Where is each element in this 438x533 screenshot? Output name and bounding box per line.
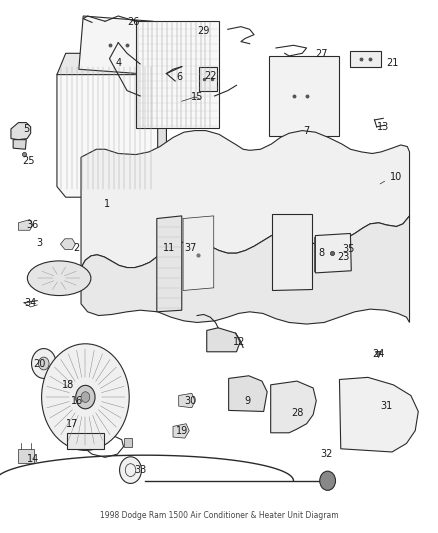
Text: 17: 17	[66, 419, 78, 429]
Text: 28: 28	[292, 408, 304, 418]
Text: 25: 25	[22, 156, 35, 166]
Text: 18: 18	[62, 380, 74, 390]
Polygon shape	[81, 131, 410, 271]
Text: 7: 7	[304, 126, 310, 135]
Polygon shape	[207, 328, 240, 352]
Polygon shape	[183, 216, 214, 290]
Text: 37: 37	[184, 243, 197, 253]
Polygon shape	[158, 64, 166, 197]
Text: 15: 15	[191, 92, 203, 102]
Text: 19: 19	[176, 426, 188, 435]
Polygon shape	[67, 433, 104, 449]
Text: 24: 24	[373, 350, 385, 359]
Text: 34: 34	[25, 298, 37, 308]
Polygon shape	[57, 53, 166, 75]
Text: 13: 13	[377, 122, 389, 132]
Polygon shape	[173, 424, 189, 438]
Text: 33: 33	[134, 465, 146, 475]
Polygon shape	[60, 239, 75, 249]
Circle shape	[42, 344, 129, 450]
Text: 9: 9	[244, 396, 251, 406]
Polygon shape	[383, 160, 399, 188]
Polygon shape	[179, 393, 195, 408]
Text: 1: 1	[104, 199, 110, 208]
Text: 31: 31	[380, 401, 392, 411]
Ellipse shape	[383, 185, 399, 190]
Text: 23: 23	[338, 252, 350, 262]
Polygon shape	[157, 216, 182, 312]
Text: 3: 3	[36, 238, 42, 247]
Text: 27: 27	[316, 50, 328, 59]
Text: 14: 14	[27, 455, 39, 464]
Ellipse shape	[383, 157, 399, 163]
Text: 29: 29	[198, 26, 210, 36]
Polygon shape	[18, 449, 34, 463]
Text: 10: 10	[390, 172, 403, 182]
Text: 5: 5	[23, 124, 29, 134]
Polygon shape	[81, 216, 410, 324]
Text: 22: 22	[204, 71, 216, 80]
Polygon shape	[18, 220, 33, 230]
Text: 1998 Dodge Ram 1500 Air Conditioner & Heater Unit Diagram: 1998 Dodge Ram 1500 Air Conditioner & He…	[100, 511, 338, 520]
Text: 6: 6	[177, 72, 183, 82]
Circle shape	[32, 349, 56, 378]
Circle shape	[39, 357, 49, 370]
Circle shape	[320, 471, 336, 490]
Text: 20: 20	[33, 359, 46, 368]
Text: 2: 2	[74, 243, 80, 253]
Text: 4: 4	[115, 58, 121, 68]
Circle shape	[81, 392, 90, 402]
Ellipse shape	[27, 261, 91, 295]
Circle shape	[76, 385, 95, 409]
Text: 8: 8	[319, 248, 325, 258]
Text: 35: 35	[342, 245, 354, 254]
Polygon shape	[124, 438, 132, 447]
Polygon shape	[315, 233, 351, 273]
Polygon shape	[314, 237, 318, 271]
Polygon shape	[136, 21, 219, 128]
Polygon shape	[272, 214, 312, 290]
Circle shape	[120, 457, 141, 483]
Text: 36: 36	[27, 220, 39, 230]
Polygon shape	[271, 381, 316, 433]
Text: 12: 12	[233, 337, 245, 347]
Polygon shape	[199, 67, 217, 91]
Text: 11: 11	[162, 243, 175, 253]
Polygon shape	[229, 376, 267, 411]
Polygon shape	[13, 140, 26, 149]
Text: 16: 16	[71, 396, 83, 406]
Text: 30: 30	[184, 396, 197, 406]
Polygon shape	[339, 377, 418, 452]
Polygon shape	[11, 123, 31, 140]
Text: 26: 26	[127, 18, 140, 27]
Text: 21: 21	[386, 58, 398, 68]
Text: 32: 32	[320, 449, 332, 459]
Polygon shape	[350, 51, 381, 67]
Polygon shape	[57, 64, 166, 197]
Polygon shape	[79, 16, 153, 75]
Polygon shape	[269, 56, 339, 136]
